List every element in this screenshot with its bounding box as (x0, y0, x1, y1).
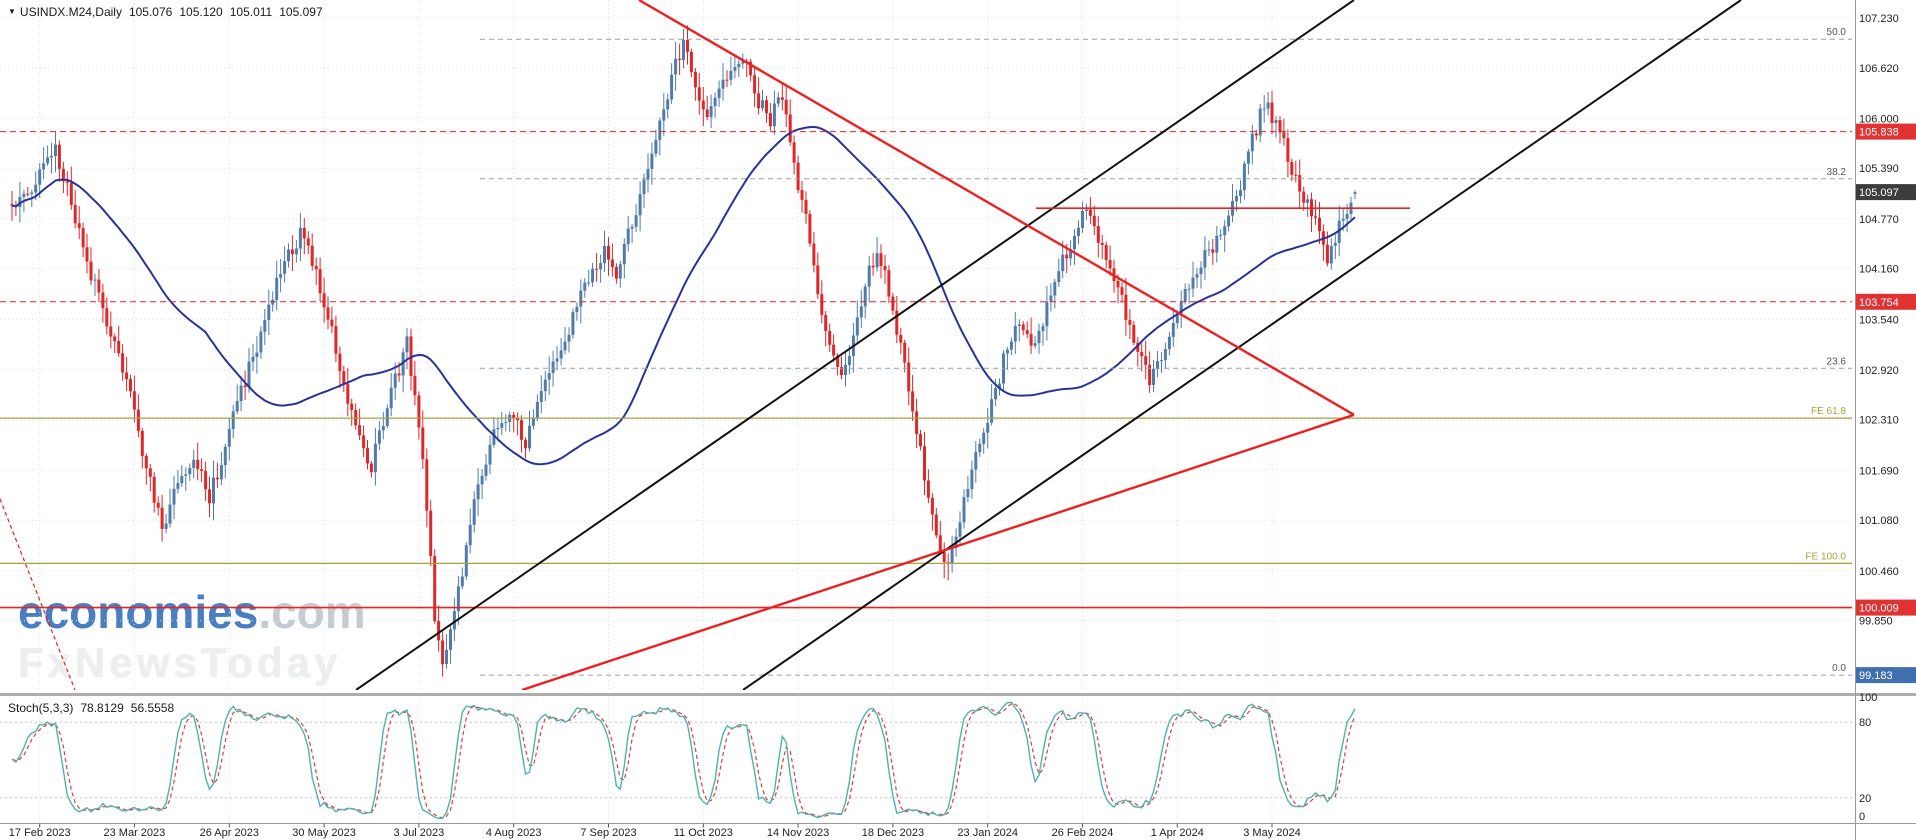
watermark-domain: .com (258, 586, 366, 638)
symbol-title: USINDX.M24,Daily (19, 5, 122, 19)
triangle-upper-line (638, 0, 1355, 416)
stoch-axis: 100 80 20 0 (1859, 692, 1877, 823)
price-badge (1856, 123, 1916, 140)
stoch-info-bar: Stoch(5,3,3) 78.8129 56.5558 (8, 701, 174, 715)
svg-text:26 Apr 2023: 26 Apr 2023 (200, 827, 259, 839)
svg-text:105.097: 105.097 (1859, 187, 1899, 199)
watermark-brand: economies (18, 586, 259, 638)
panel-separator[interactable] (0, 693, 1916, 696)
svg-text:102.310: 102.310 (1859, 415, 1899, 427)
stoch-label: Stoch(5,3,3) (8, 701, 74, 715)
svg-text:7 Sep 2023: 7 Sep 2023 (580, 827, 636, 839)
svg-text:103.540: 103.540 (1859, 314, 1899, 326)
svg-text:3 Jul 2023: 3 Jul 2023 (394, 827, 445, 839)
price-badge (1856, 184, 1916, 201)
svg-text:20: 20 (1859, 793, 1871, 805)
stoch-signal-line (11, 703, 1356, 819)
watermark-line1: economies.com (18, 586, 366, 639)
svg-text:4 Aug 2023: 4 Aug 2023 (486, 827, 542, 839)
svg-text:106.620: 106.620 (1859, 63, 1899, 75)
svg-text:100.460: 100.460 (1859, 566, 1899, 578)
ohlc-high: 105.120 (179, 5, 223, 19)
svg-text:38.2: 38.2 (1827, 167, 1847, 178)
svg-text:100.009: 100.009 (1859, 603, 1899, 615)
price-badge (1856, 599, 1916, 616)
stoch-d-value: 56.5558 (130, 701, 175, 715)
rising-channel-line-1 (355, 0, 1355, 690)
ohlc-low: 105.011 (229, 5, 273, 19)
svg-text:FE 100.0: FE 100.0 (1805, 551, 1846, 562)
svg-text:102.920: 102.920 (1859, 365, 1899, 377)
trendlines[interactable] (0, 0, 1742, 690)
watermark-line2: FxNewsToday (18, 638, 342, 686)
stochastic-panel (0, 701, 1852, 820)
svg-text:17 Feb 2023: 17 Feb 2023 (9, 827, 71, 839)
svg-text:99.183: 99.183 (1859, 670, 1893, 682)
stoch-main-line (11, 701, 1356, 820)
svg-text:99.850: 99.850 (1859, 616, 1893, 628)
svg-text:80: 80 (1859, 717, 1871, 729)
svg-text:104.160: 104.160 (1859, 264, 1899, 276)
fibonacci-expansion: FE 61.8 FE 100.0 (0, 406, 1852, 565)
moving-average-line (11, 125, 1356, 466)
symbol-info-bar: ▼ USINDX.M24,Daily 105.076 105.120 105.011 10… (8, 5, 323, 19)
price-badge (1856, 667, 1916, 684)
triangle-lower-line (521, 413, 1355, 690)
svg-text:106.000: 106.000 (1859, 113, 1899, 125)
svg-text:0.0: 0.0 (1832, 663, 1846, 674)
grid (0, 0, 1852, 823)
svg-text:101.690: 101.690 (1859, 465, 1899, 477)
stoch-k-value: 78.8129 (80, 701, 124, 715)
svg-text:50.0: 50.0 (1827, 27, 1847, 38)
svg-text:26 Feb 2024: 26 Feb 2024 (1052, 827, 1114, 839)
ohlc-close: 105.097 (279, 5, 323, 19)
svg-text:30 May 2023: 30 May 2023 (292, 827, 356, 839)
svg-text:14 Nov 2023: 14 Nov 2023 (767, 827, 829, 839)
ohlc-open: 105.076 (128, 5, 173, 19)
svg-text:0: 0 (1859, 811, 1865, 823)
svg-text:105.838: 105.838 (1859, 127, 1899, 139)
candles (10, 25, 1357, 677)
svg-text:100: 100 (1859, 692, 1877, 704)
svg-text:11 Oct 2023: 11 Oct 2023 (674, 827, 733, 839)
svg-text:18 Dec 2023: 18 Dec 2023 (862, 827, 924, 839)
svg-text:103.754: 103.754 (1859, 297, 1899, 309)
svg-text:23 Jan 2024: 23 Jan 2024 (957, 827, 1018, 839)
price-axis: 107.230 106.620 106.000 105.390 104.770 104.1… (1856, 13, 1916, 684)
svg-text:23.6: 23.6 (1827, 356, 1847, 367)
rising-channel-line-2 (742, 0, 1742, 690)
chevron-down-icon[interactable]: ▼ (8, 7, 16, 16)
svg-text:3 May 2024: 3 May 2024 (1243, 827, 1300, 839)
price-badge (1856, 293, 1916, 310)
svg-text:107.230: 107.230 (1859, 13, 1899, 25)
svg-text:1 Apr 2024: 1 Apr 2024 (1151, 827, 1204, 839)
old-trendline-tail (0, 498, 76, 690)
svg-text:23 Mar 2023: 23 Mar 2023 (104, 827, 166, 839)
time-axis: 17 Feb 2023 23 Mar 2023 26 Apr 2023 30 May … (9, 823, 1301, 839)
svg-text:101.080: 101.080 (1859, 515, 1899, 527)
horizontal-lines (0, 131, 1852, 609)
svg-text:FE 61.8: FE 61.8 (1811, 406, 1846, 417)
svg-text:105.390: 105.390 (1859, 163, 1899, 175)
watermark: economies.com FxNewsToday (18, 586, 366, 687)
svg-text:104.770: 104.770 (1859, 214, 1899, 226)
